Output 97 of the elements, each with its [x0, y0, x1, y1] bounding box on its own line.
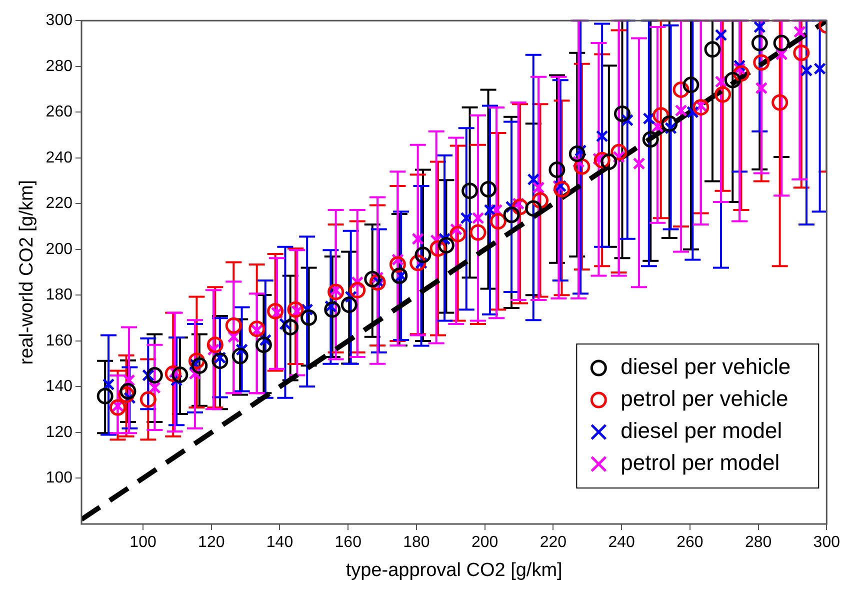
point [704, 41, 721, 58]
point [672, 81, 690, 98]
point [814, 62, 826, 75]
x-tick-label: 200 [471, 534, 498, 552]
point [212, 352, 228, 370]
point [674, 104, 688, 117]
point [661, 115, 678, 132]
point [287, 301, 304, 318]
point [553, 180, 570, 198]
x-tick-label: 280 [744, 534, 772, 552]
legend-label: petrol per vehicle [620, 386, 788, 412]
point [191, 357, 208, 374]
legend-label: diesel per model [620, 418, 782, 444]
point [484, 204, 496, 216]
point [503, 206, 520, 224]
point [480, 180, 497, 198]
point [206, 336, 224, 354]
point [96, 388, 114, 404]
legend-label: diesel per vehicle [620, 354, 791, 380]
point [146, 367, 163, 384]
point [642, 131, 659, 148]
y-tick-label: 200 [46, 240, 73, 258]
x-tick-label: 180 [403, 534, 430, 552]
x-tick-label: 260 [676, 534, 704, 552]
point [282, 318, 299, 336]
point [632, 157, 646, 170]
point [600, 154, 618, 170]
point [255, 336, 272, 354]
point [148, 381, 161, 394]
point [227, 330, 240, 344]
point [120, 383, 136, 400]
point [232, 348, 248, 364]
point [172, 366, 188, 384]
y-tick-label: 140 [46, 378, 73, 396]
y-tick-label: 220 [46, 195, 73, 212]
point [692, 99, 710, 116]
point [340, 296, 358, 314]
point [753, 54, 770, 71]
point [724, 72, 741, 88]
point [462, 182, 478, 200]
point [391, 267, 408, 284]
point [753, 20, 766, 34]
point [714, 28, 728, 42]
point [470, 224, 486, 241]
point [800, 64, 813, 77]
y-tick-label: 260 [46, 104, 73, 121]
point [775, 48, 788, 60]
x-tick-label: 220 [540, 534, 567, 552]
point [772, 94, 788, 111]
point [300, 309, 318, 326]
point [682, 76, 700, 94]
point [450, 226, 466, 242]
point [793, 26, 806, 38]
y-tick-label: 280 [46, 58, 73, 75]
point [225, 317, 242, 334]
point [460, 212, 473, 224]
y-axis-title: real-world CO2 [g/km] [16, 180, 38, 365]
point [714, 86, 731, 103]
point [349, 282, 366, 298]
x-tick-label: 140 [266, 534, 294, 552]
point [267, 302, 284, 320]
point [414, 246, 432, 264]
x-tick-label: 120 [198, 534, 225, 552]
point [596, 130, 608, 142]
x-tick-label: 300 [813, 534, 840, 552]
point [248, 320, 266, 338]
point [324, 301, 341, 318]
x-tick-label: 160 [334, 534, 362, 552]
point [109, 399, 126, 416]
point [773, 34, 790, 52]
y-tick-label: 180 [46, 286, 73, 304]
y-tick-label: 160 [46, 332, 73, 350]
point [751, 34, 768, 52]
point [438, 237, 454, 254]
x-tick-label: 240 [608, 534, 636, 552]
point [793, 44, 810, 62]
point [102, 378, 115, 391]
point [614, 105, 630, 122]
point [755, 82, 768, 94]
point [548, 162, 566, 178]
point [525, 200, 542, 217]
point [532, 181, 545, 194]
y-tick-label: 240 [46, 149, 73, 166]
point [490, 213, 506, 230]
y-tick-label: 120 [46, 424, 73, 441]
point [472, 212, 484, 224]
point [364, 270, 381, 288]
point [527, 173, 540, 186]
legend-label: petrol per model [620, 450, 780, 476]
point [140, 391, 156, 408]
point [568, 146, 586, 162]
y-tick-label: 300 [46, 12, 73, 30]
x-axis-title: type-approval CO2 [g/km] [346, 560, 562, 581]
y-tick-label: 100 [46, 470, 73, 487]
point [412, 232, 424, 246]
x-tick-label: 100 [130, 534, 156, 552]
point [328, 284, 344, 300]
